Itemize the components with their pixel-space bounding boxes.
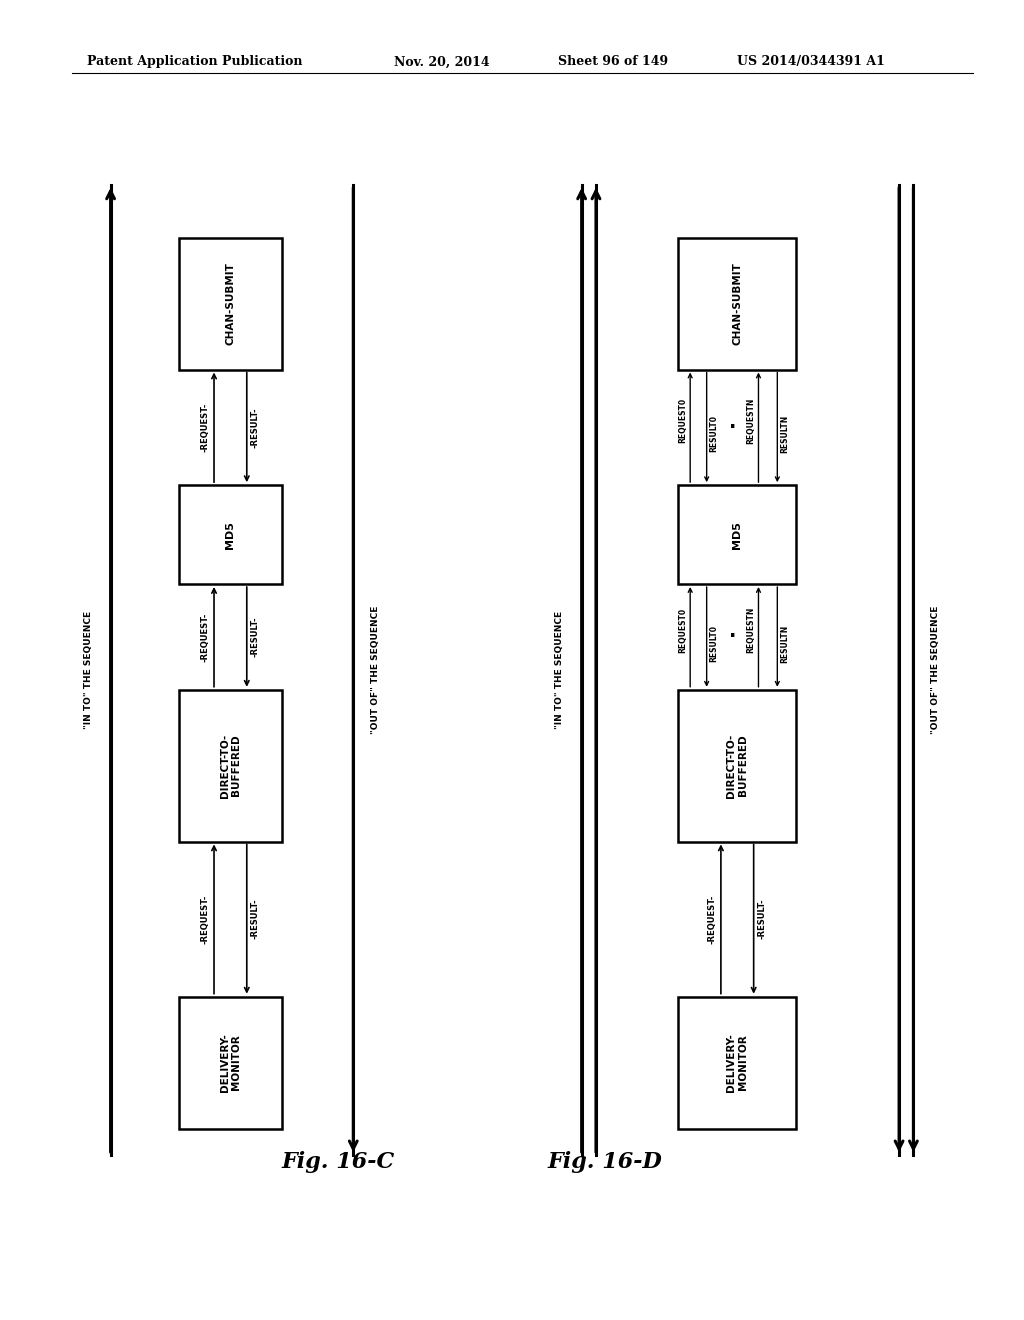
- Text: RESULTN: RESULTN: [780, 624, 790, 663]
- Text: -RESULT-: -RESULT-: [758, 899, 767, 940]
- Text: DELIVERY-
MONITOR: DELIVERY- MONITOR: [726, 1034, 749, 1092]
- Text: Fig. 16-D: Fig. 16-D: [548, 1151, 663, 1173]
- Text: REQUESTN: REQUESTN: [746, 607, 756, 653]
- Text: DELIVERY-
MONITOR: DELIVERY- MONITOR: [219, 1034, 242, 1092]
- Bar: [678, 997, 797, 1129]
- Text: RESULTN: RESULTN: [780, 414, 790, 453]
- Text: DIRECT-TO-
BUFFERED: DIRECT-TO- BUFFERED: [219, 734, 242, 797]
- Text: -RESULT-: -RESULT-: [251, 899, 260, 940]
- Text: RESULT0: RESULT0: [710, 624, 719, 663]
- Text: -RESULT-: -RESULT-: [251, 616, 260, 657]
- Text: ·: ·: [729, 627, 736, 647]
- Text: MD5: MD5: [225, 520, 236, 549]
- Text: RESULT0: RESULT0: [710, 416, 719, 453]
- Text: REQUESTN: REQUESTN: [746, 397, 756, 444]
- Text: -REQUEST-: -REQUEST-: [201, 895, 210, 944]
- Bar: [179, 997, 282, 1129]
- Text: DIRECT-TO-
BUFFERED: DIRECT-TO- BUFFERED: [726, 734, 749, 797]
- Text: REQUEST0: REQUEST0: [678, 399, 687, 444]
- Bar: [678, 238, 797, 370]
- Text: US 2014/0344391 A1: US 2014/0344391 A1: [737, 55, 885, 69]
- Text: "IN TO" THE SEQUENCE: "IN TO" THE SEQUENCE: [84, 611, 92, 729]
- Text: Sheet 96 of 149: Sheet 96 of 149: [558, 55, 669, 69]
- Text: Patent Application Publication: Patent Application Publication: [87, 55, 302, 69]
- Text: -RESULT-: -RESULT-: [251, 407, 260, 447]
- Bar: [179, 486, 282, 583]
- Text: MD5: MD5: [732, 520, 742, 549]
- Text: REQUEST0: REQUEST0: [678, 607, 687, 653]
- Bar: [678, 486, 797, 583]
- Text: Nov. 20, 2014: Nov. 20, 2014: [394, 55, 489, 69]
- Bar: [179, 689, 282, 842]
- Bar: [678, 689, 797, 842]
- Text: CHAN-SUBMIT: CHAN-SUBMIT: [732, 263, 742, 345]
- Text: -REQUEST-: -REQUEST-: [708, 895, 717, 944]
- Text: "IN TO" THE SEQUENCE: "IN TO" THE SEQUENCE: [555, 611, 563, 729]
- Text: "OUT OF" THE SEQUENCE: "OUT OF" THE SEQUENCE: [372, 606, 380, 734]
- Text: ·: ·: [729, 418, 736, 437]
- Text: -REQUEST-: -REQUEST-: [201, 403, 210, 451]
- Bar: [179, 238, 282, 370]
- Text: CHAN-SUBMIT: CHAN-SUBMIT: [225, 263, 236, 345]
- Text: Fig. 16-C: Fig. 16-C: [282, 1151, 395, 1173]
- Text: -REQUEST-: -REQUEST-: [201, 612, 210, 661]
- Text: "OUT OF" THE SEQUENCE: "OUT OF" THE SEQUENCE: [932, 606, 940, 734]
